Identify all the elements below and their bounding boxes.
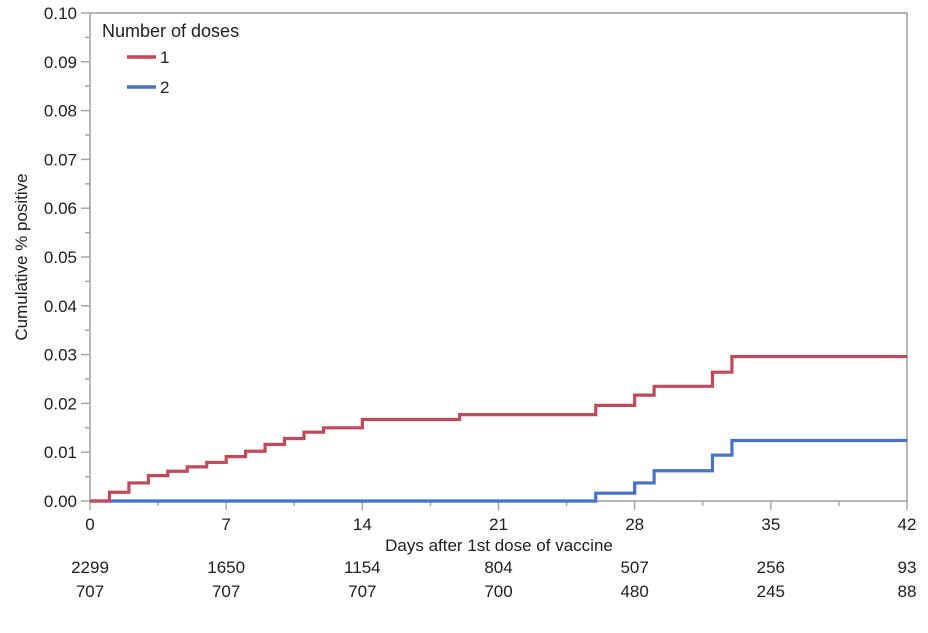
x-tick-label: 0 xyxy=(85,515,94,534)
at-risk-table: 2299 1650 1154 804 507 256 93 707 707 707 700 480 24… xyxy=(71,558,916,601)
y-tick-label: 0.01 xyxy=(44,443,77,462)
x-tick-label: 35 xyxy=(761,515,780,534)
legend-label-doses-2: 2 xyxy=(160,78,169,97)
plot-frame xyxy=(89,12,908,502)
at-risk-row-doses-1: 2299 1650 1154 804 507 256 93 xyxy=(71,558,916,577)
at-risk-row-doses-2: 707 707 707 700 480 245 88 xyxy=(76,582,917,601)
y-tick-label: 0.02 xyxy=(44,394,77,413)
y-tick-label: 0.04 xyxy=(44,297,77,316)
y-axis-title: Cumulative % positive xyxy=(12,173,31,340)
series-layer xyxy=(90,354,907,503)
y-tick-label: 0.08 xyxy=(44,102,77,121)
x-tick-label: 42 xyxy=(898,515,917,534)
at-risk-count: 88 xyxy=(898,582,917,601)
at-risk-count: 507 xyxy=(620,558,648,577)
x-tick-label: 14 xyxy=(353,515,372,534)
y-tick-label: 0.07 xyxy=(44,150,77,169)
at-risk-count: 93 xyxy=(898,558,917,577)
y-tick-label: 0.00 xyxy=(44,492,77,511)
at-risk-count: 707 xyxy=(212,582,240,601)
at-risk-count: 707 xyxy=(348,582,376,601)
at-risk-count: 707 xyxy=(76,582,104,601)
legend-label-doses-1: 1 xyxy=(160,48,169,67)
at-risk-count: 1154 xyxy=(344,558,381,577)
y-tick-label: 0.05 xyxy=(44,248,77,267)
at-risk-count: 1650 xyxy=(207,558,245,577)
at-risk-count: 700 xyxy=(484,582,512,601)
plot-frame-layer xyxy=(89,12,908,502)
legend-title: Number of doses xyxy=(102,21,239,41)
x-tick-label: 21 xyxy=(489,515,508,534)
series-line-doses-2 xyxy=(90,438,907,503)
series-line-doses-1 xyxy=(90,354,907,503)
legend: Number of doses 1 2 xyxy=(102,21,239,97)
at-risk-count: 256 xyxy=(757,558,785,577)
x-tick-label: 28 xyxy=(625,515,644,534)
x-axis-title: Days after 1st dose of vaccine xyxy=(385,536,613,555)
y-tick-label: 0.03 xyxy=(44,346,77,365)
y-tick-label: 0.10 xyxy=(44,4,77,23)
at-risk-count: 2299 xyxy=(71,558,109,577)
x-tick-label: 7 xyxy=(221,515,230,534)
at-risk-count: 245 xyxy=(757,582,785,601)
axis-tick-layer: 0.00 0.01 0.02 0.03 0.04 0.05 0.06 0.07 0.08 0.09… xyxy=(44,4,917,534)
y-tick-label: 0.09 xyxy=(44,53,77,72)
at-risk-count: 804 xyxy=(484,558,512,577)
y-tick-label: 0.06 xyxy=(44,199,77,218)
at-risk-count: 480 xyxy=(620,582,648,601)
